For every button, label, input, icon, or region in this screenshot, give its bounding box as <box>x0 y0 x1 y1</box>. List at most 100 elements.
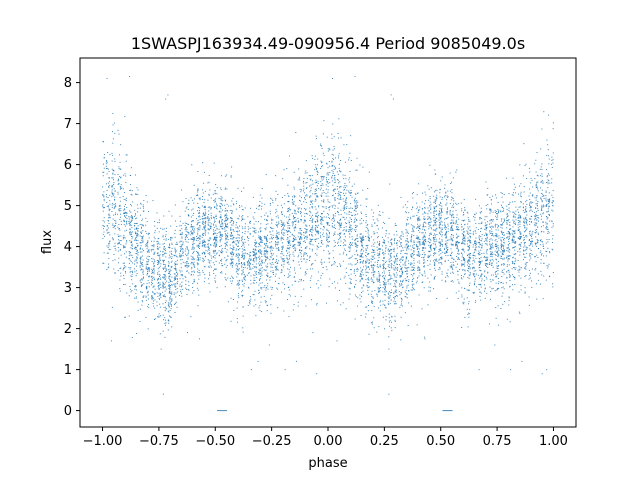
data-point <box>213 236 215 238</box>
data-point <box>278 260 280 262</box>
data-point <box>326 180 328 182</box>
data-point <box>322 133 324 135</box>
data-point <box>274 266 276 268</box>
data-point <box>224 286 226 288</box>
data-point <box>225 224 227 226</box>
data-point <box>170 270 172 272</box>
data-point <box>445 218 447 220</box>
data-point <box>171 242 173 244</box>
data-point <box>264 235 266 237</box>
data-point <box>325 206 327 208</box>
data-point <box>501 193 503 195</box>
data-point <box>479 239 481 241</box>
data-point <box>356 169 358 171</box>
data-point <box>231 256 233 258</box>
data-point <box>163 267 165 269</box>
data-point <box>132 262 134 264</box>
data-point <box>359 275 361 277</box>
data-point <box>231 259 233 261</box>
data-point <box>134 213 136 215</box>
data-point <box>551 221 553 223</box>
data-point <box>362 260 364 262</box>
data-point <box>303 222 305 224</box>
data-point <box>452 221 454 223</box>
data-point <box>102 233 104 235</box>
data-point <box>140 226 142 228</box>
data-point <box>202 232 204 234</box>
data-point <box>281 291 283 293</box>
data-point <box>237 237 239 239</box>
data-point <box>233 230 235 232</box>
data-point <box>272 200 274 202</box>
data-point <box>163 268 165 270</box>
data-point <box>472 244 474 246</box>
data-point <box>472 266 474 268</box>
data-point <box>163 295 164 297</box>
data-point <box>282 282 284 284</box>
data-point <box>220 175 222 177</box>
data-point <box>209 272 211 274</box>
data-point <box>388 279 390 281</box>
data-point <box>182 243 184 245</box>
data-point <box>321 240 323 242</box>
data-point <box>277 307 279 309</box>
data-point <box>289 155 291 157</box>
data-point <box>546 139 548 141</box>
data-point <box>339 218 341 220</box>
data-point <box>417 238 419 240</box>
data-point <box>503 237 505 239</box>
data-point <box>220 260 222 262</box>
data-point <box>140 286 142 288</box>
data-point <box>525 210 527 212</box>
data-point <box>469 229 471 231</box>
data-point <box>502 286 504 288</box>
data-point <box>260 250 262 252</box>
data-point <box>464 240 466 242</box>
data-point <box>106 201 108 203</box>
data-point <box>213 162 215 164</box>
data-point <box>199 243 201 245</box>
data-point <box>518 291 520 293</box>
data-point <box>427 255 429 257</box>
data-point <box>511 238 513 240</box>
data-point <box>179 215 181 217</box>
data-point <box>247 226 249 228</box>
data-point <box>142 230 144 232</box>
data-point <box>163 248 165 250</box>
data-point <box>345 178 347 180</box>
data-point <box>190 263 192 265</box>
data-point <box>365 260 367 262</box>
data-point <box>209 225 211 227</box>
data-point <box>520 201 522 203</box>
data-point <box>524 230 526 232</box>
data-point <box>241 205 243 207</box>
data-point <box>305 188 307 190</box>
data-point <box>332 215 334 217</box>
data-point <box>399 276 401 278</box>
data-point <box>548 198 550 200</box>
data-point <box>506 247 508 249</box>
data-point <box>203 226 205 228</box>
data-point <box>362 247 364 249</box>
data-point <box>224 188 226 190</box>
data-point <box>163 246 165 248</box>
data-point <box>470 230 472 232</box>
data-point <box>320 240 322 242</box>
data-point <box>146 285 148 287</box>
data-point <box>480 299 482 301</box>
data-point <box>333 226 335 228</box>
data-point <box>401 298 403 300</box>
data-point <box>376 331 378 333</box>
data-point <box>350 281 352 283</box>
data-point <box>542 193 544 195</box>
data-point <box>203 215 205 217</box>
data-point <box>494 240 496 242</box>
data-point <box>500 245 502 247</box>
data-point <box>382 276 384 278</box>
data-point <box>474 240 476 242</box>
data-point <box>171 260 173 262</box>
data-point <box>312 207 314 209</box>
data-point <box>287 245 289 247</box>
data-point <box>193 237 195 239</box>
data-point <box>337 233 339 235</box>
